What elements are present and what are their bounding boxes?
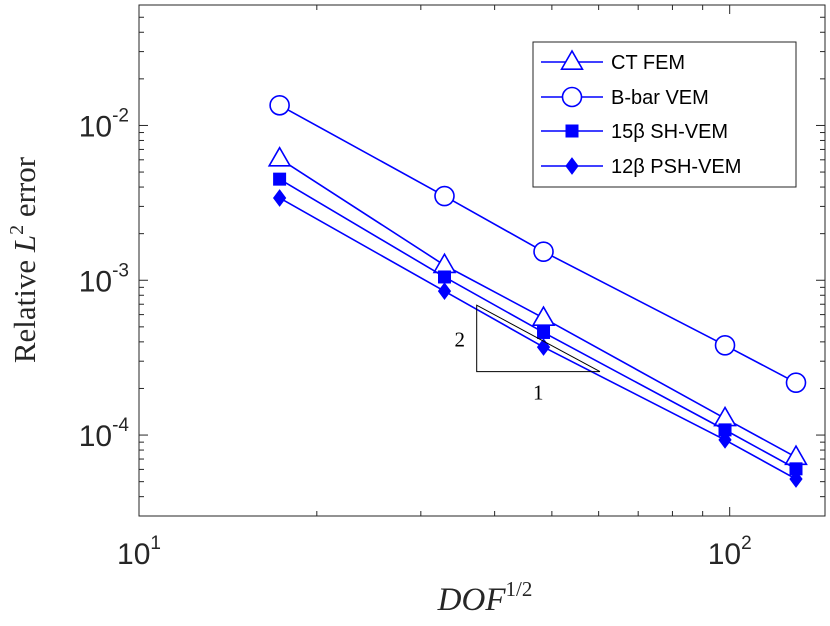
- data-point: [714, 335, 736, 356]
- legend-item: 12β PSH-VEM: [541, 156, 741, 178]
- slope-rise-label: 2: [454, 327, 465, 351]
- x-tick-label: 102: [708, 533, 752, 571]
- legend-marker: [560, 49, 584, 70]
- data-point: [437, 282, 452, 301]
- legend-label: B-bar VEM: [611, 87, 709, 109]
- data-point: [434, 185, 455, 207]
- data-point: [789, 470, 803, 488]
- y-axis-label-tail: error: [7, 156, 42, 225]
- x-axis-ticks: 101 102: [117, 5, 752, 571]
- y-axis-ticks: 10-410-310-2: [79, 4, 825, 517]
- data-point: [531, 305, 556, 326]
- slope-run-label: 1: [533, 381, 544, 405]
- y-tick-label-exp: -4: [112, 415, 129, 436]
- data-point: [269, 94, 290, 116]
- legend-box: [532, 41, 797, 188]
- data-point: [533, 241, 554, 262]
- data-point: [437, 270, 451, 284]
- y-tick-label-base: 10: [79, 265, 112, 298]
- y-tick-label-base: 10: [79, 420, 112, 453]
- y-axis-label-sup: 2: [6, 225, 28, 235]
- series-layer: [267, 94, 808, 488]
- y-axis-label: Relative L2 error: [6, 156, 42, 363]
- legend-item: B-bar VEM: [541, 86, 709, 109]
- data-point: [272, 189, 287, 207]
- x-tick-label-base: 10: [117, 538, 150, 571]
- data-point: [785, 372, 807, 393]
- y-tick-label: 10-3: [79, 260, 129, 298]
- y-axis-label-main: Relative: [7, 252, 42, 363]
- legend-label: 15β SH-VEM: [611, 121, 728, 143]
- x-tick-label: 101: [117, 533, 161, 571]
- series-0: [267, 146, 808, 466]
- x-axis-label: DOF1/2: [437, 577, 533, 618]
- legend-marker: [561, 86, 583, 108]
- data-point: [537, 325, 551, 339]
- x-tick-label-exp: 1: [150, 533, 161, 554]
- legend-label: 12β PSH-VEM: [611, 156, 741, 178]
- x-axis-label-main: DOF: [437, 582, 507, 618]
- x-axis-label-sup: 1/2: [505, 577, 532, 601]
- y-axis-label-var: L: [7, 235, 42, 253]
- data-point: [718, 431, 732, 449]
- y-tick-label-exp: -3: [112, 260, 129, 281]
- legend-marker: [565, 124, 579, 138]
- x-tick-label-base: 10: [708, 538, 741, 571]
- legend: CT FEM B-bar VEM 15β SH-VEM 12β PSH-VEM: [532, 41, 797, 188]
- legend-item: 15β SH-VEM: [541, 121, 728, 143]
- series-1: [269, 94, 807, 393]
- slope-triangle-shape: [476, 304, 601, 373]
- y-tick-label-exp: -2: [112, 105, 129, 126]
- x-tick-label-exp: 2: [741, 533, 752, 554]
- slope-triangle: 2 1: [454, 304, 601, 405]
- y-tick-label: 10-4: [79, 415, 130, 453]
- data-point: [267, 146, 292, 167]
- legend-item: CT FEM: [541, 49, 685, 74]
- series-3: [272, 189, 803, 488]
- legend-label: CT FEM: [611, 52, 685, 74]
- y-tick-label-base: 10: [79, 110, 112, 143]
- data-point: [273, 172, 287, 186]
- y-tick-label: 10-2: [79, 105, 129, 143]
- legend-marker: [565, 157, 579, 175]
